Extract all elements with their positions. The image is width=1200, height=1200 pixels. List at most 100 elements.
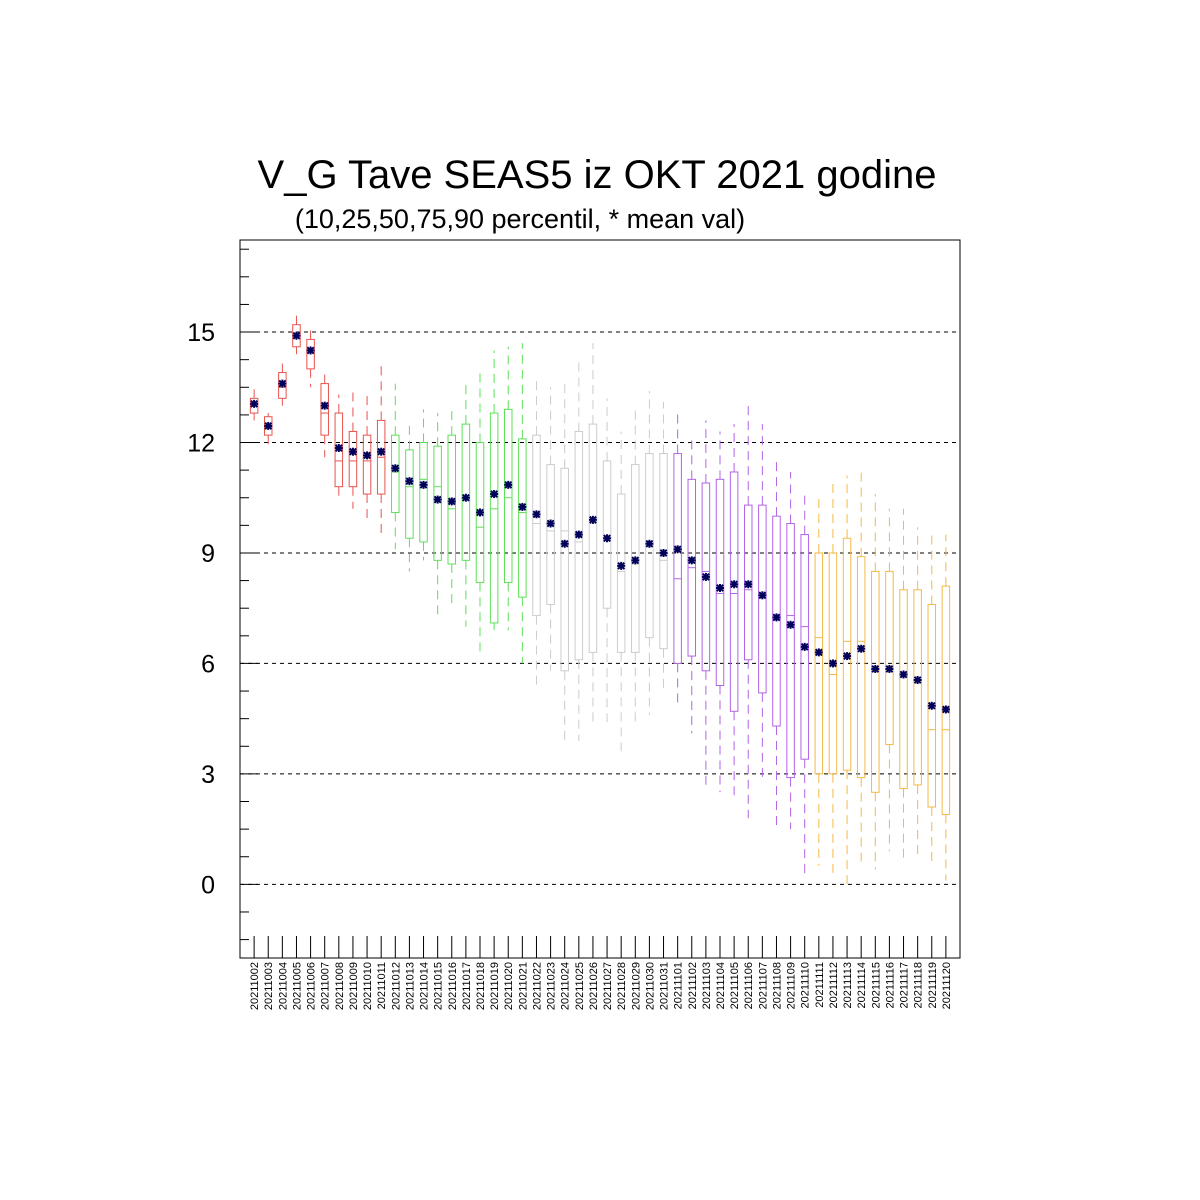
- box-20211101: [673, 409, 682, 704]
- box-iqr: [503, 408, 513, 583]
- mean-stroke: [843, 652, 851, 660]
- box-20211110: [800, 494, 809, 877]
- mean-stroke: [687, 556, 696, 565]
- mean-stroke: [716, 584, 724, 592]
- x-tick-label: 20211008: [334, 962, 346, 1010]
- mean-marker-20211010: [363, 451, 372, 460]
- mean-marker-20211018: [476, 508, 484, 517]
- mean-marker-20211022: [532, 510, 541, 519]
- x-tick-label: 20211104: [715, 962, 727, 1009]
- box-20211009: [348, 387, 358, 509]
- mean-marker-20211110: [800, 642, 809, 651]
- x-tick-label: 20211030: [644, 962, 656, 1010]
- x-tick-label: 20211117: [899, 962, 911, 1009]
- mean-stroke: [264, 422, 273, 430]
- x-tick-label: 20211029: [630, 962, 642, 1010]
- mean-stroke: [574, 530, 583, 539]
- x-tick-label: 20211021: [517, 962, 529, 1010]
- mean-stroke: [941, 705, 950, 714]
- box-20211104: [715, 431, 725, 793]
- mean-marker-20211017: [461, 493, 470, 502]
- box-iqr: [659, 453, 668, 650]
- box-iqr: [405, 449, 414, 539]
- box-20211008: [334, 394, 344, 502]
- x-tick-label: 20211115: [870, 962, 882, 1009]
- box-iqr: [913, 589, 922, 786]
- box-iqr: [574, 430, 584, 661]
- boxes-group: [249, 313, 951, 889]
- mean-marker-20211015: [433, 495, 442, 504]
- mean-stroke: [589, 515, 597, 524]
- mean-stroke: [532, 510, 541, 519]
- x-tick-label: 20211031: [659, 962, 671, 1010]
- box-20211117: [899, 508, 908, 859]
- box-iqr: [461, 423, 471, 561]
- means-group: [250, 331, 950, 714]
- mean-marker-20211107: [758, 591, 767, 600]
- mean-marker-20211117: [899, 670, 908, 679]
- x-tick-label: 20211107: [757, 962, 769, 1009]
- box-iqr: [885, 570, 894, 745]
- mean-stroke: [659, 549, 668, 557]
- mean-stroke: [701, 573, 710, 581]
- mean-marker-20211119: [927, 701, 936, 710]
- mean-stroke: [631, 556, 640, 565]
- mean-marker-20211112: [828, 659, 837, 668]
- x-tick-label: 20211023: [546, 962, 558, 1010]
- box-20211007: [320, 368, 329, 458]
- mean-stroke: [334, 444, 343, 452]
- mean-marker-20211108: [772, 613, 781, 622]
- y-tick-label: 15: [187, 319, 215, 347]
- x-tick-label: 20211113: [842, 962, 854, 1009]
- box-iqr: [588, 423, 598, 653]
- box-20211108: [772, 457, 781, 830]
- x-tick-label: 20211014: [419, 962, 431, 1010]
- mean-stroke: [758, 591, 767, 600]
- box-20211115: [871, 494, 880, 870]
- mean-marker-20211104: [716, 583, 724, 592]
- mean-stroke: [447, 497, 456, 506]
- mean-stroke: [405, 477, 414, 486]
- mean-marker-20211031: [659, 548, 668, 557]
- y-axis: 0 3 6 9 12 15: [187, 248, 258, 941]
- x-tick-label: 20211103: [701, 962, 713, 1009]
- x-tick-label: 20211110: [800, 962, 812, 1009]
- box-iqr: [489, 412, 499, 624]
- y-tick-label: 9: [201, 540, 215, 568]
- x-tick-label: 20211114: [856, 962, 868, 1009]
- mean-marker-20211113: [843, 652, 852, 661]
- mean-marker-20211030: [645, 539, 654, 548]
- box-20211011: [376, 361, 386, 535]
- x-tick-label: 20211006: [306, 962, 318, 1010]
- mean-stroke: [461, 493, 470, 502]
- box-iqr: [743, 504, 753, 661]
- box-iqr: [546, 464, 555, 606]
- x-tick-label: 20211016: [447, 962, 459, 1010]
- mean-marker-20211025: [574, 530, 583, 539]
- mean-marker-20211116: [885, 664, 894, 673]
- box-iqr: [306, 338, 315, 370]
- box-20211120: [941, 534, 951, 881]
- box-iqr: [518, 438, 527, 598]
- chart-subtitle: (10,25,50,75,90 percentil, * mean val): [295, 204, 745, 234]
- x-tick-label: 20211109: [786, 962, 798, 1009]
- x-tick-label: 20211105: [729, 962, 741, 1009]
- mean-stroke: [490, 490, 499, 498]
- box-20211118: [913, 527, 922, 859]
- x-tick-label: 20211015: [433, 962, 445, 1010]
- box-20211103: [701, 420, 711, 785]
- mean-marker-20211016: [447, 497, 456, 506]
- mean-stroke: [363, 451, 371, 460]
- box-20211113: [842, 475, 852, 889]
- mean-stroke: [772, 613, 781, 622]
- mean-stroke: [560, 539, 569, 548]
- x-tick-label: 20211028: [616, 962, 628, 1010]
- box-20211015: [433, 413, 442, 616]
- mean-stroke: [349, 447, 357, 456]
- mean-stroke: [786, 620, 795, 629]
- x-tick-label: 20211024: [560, 962, 572, 1010]
- x-tick-label: 20211118: [913, 962, 925, 1009]
- mean-marker-20211023: [546, 519, 555, 528]
- mean-marker-20211106: [744, 580, 753, 589]
- mean-stroke: [871, 665, 880, 673]
